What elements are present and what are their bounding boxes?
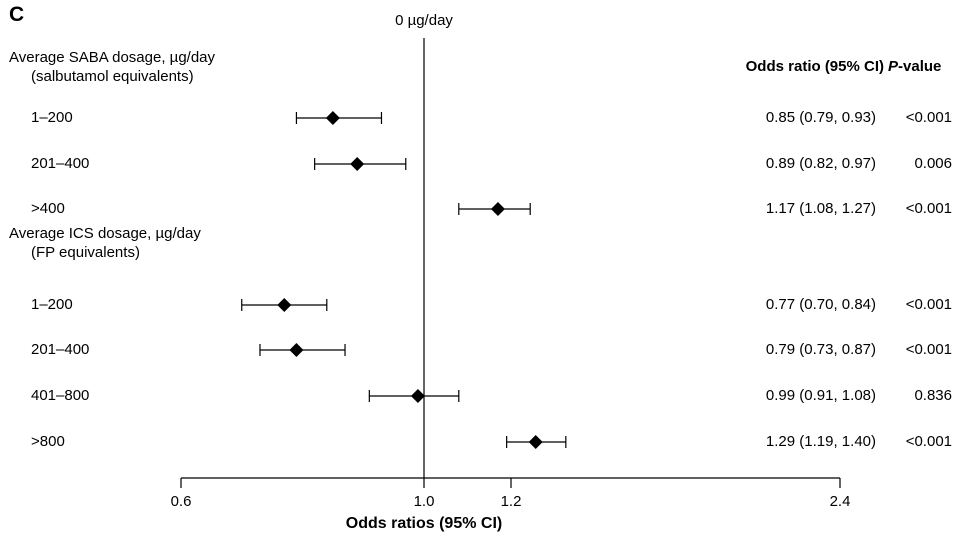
reference-label: 0 µg/day [395, 12, 453, 29]
or-column-header: Odds ratio (95% CI) [745, 58, 884, 75]
p-value: <0.001 [905, 296, 952, 313]
odds-ratio-point [350, 157, 365, 171]
row-label: 201–400 [31, 341, 90, 358]
group-subtitle-1: (FP equivalents) [31, 244, 140, 261]
or-value: 0.89 (0.82, 0.97) [765, 155, 876, 172]
odds-ratio-point [528, 435, 543, 449]
p-value: <0.001 [905, 109, 952, 126]
x-tick-label-2: 1.2 [501, 493, 522, 510]
or-value: 1.29 (1.19, 1.40) [765, 433, 876, 450]
or-value: 0.77 (0.70, 0.84) [765, 296, 876, 313]
row-label: 401–800 [31, 387, 90, 404]
odds-ratio-point [325, 111, 340, 125]
x-tick-label-1: 1.0 [414, 493, 435, 510]
group-title-1: Average ICS dosage, µg/day [9, 225, 201, 242]
odds-ratio-point [289, 343, 304, 357]
p-value-column-header: P-value [888, 58, 941, 76]
odds-ratio-point [410, 389, 425, 403]
x-axis-label: Odds ratios (95% CI) [345, 515, 503, 532]
x-tick-label-3: 2.4 [830, 493, 851, 510]
forest-marks [241, 111, 567, 449]
or-value: 0.85 (0.79, 0.93) [765, 109, 876, 126]
row-label: >400 [31, 200, 65, 217]
row-label: 1–200 [31, 109, 73, 126]
p-header-rest: -value [898, 58, 942, 75]
x-axis-ticks: 0.6 1.0 1.2 2.4 [171, 478, 851, 510]
odds-ratio-point [490, 202, 505, 216]
p-value: 0.006 [914, 155, 952, 172]
group-subtitle-0: (salbutamol equivalents) [31, 68, 194, 85]
p-header-italic: P [888, 58, 899, 75]
p-value: 0.836 [914, 387, 952, 404]
group-title-0: Average SABA dosage, µg/day [9, 49, 216, 66]
row-label: 1–200 [31, 296, 73, 313]
p-value: <0.001 [905, 200, 952, 217]
or-value: 0.79 (0.73, 0.87) [765, 341, 876, 358]
panel-label: C [9, 3, 25, 26]
row-label: 201–400 [31, 155, 90, 172]
p-value: <0.001 [905, 341, 952, 358]
or-value: 1.17 (1.08, 1.27) [765, 200, 876, 217]
p-value: <0.001 [905, 433, 952, 450]
odds-ratio-point [277, 298, 292, 312]
x-tick-label-0: 0.6 [171, 493, 192, 510]
row-label: >800 [31, 433, 65, 450]
or-value: 0.99 (0.91, 1.08) [765, 387, 876, 404]
